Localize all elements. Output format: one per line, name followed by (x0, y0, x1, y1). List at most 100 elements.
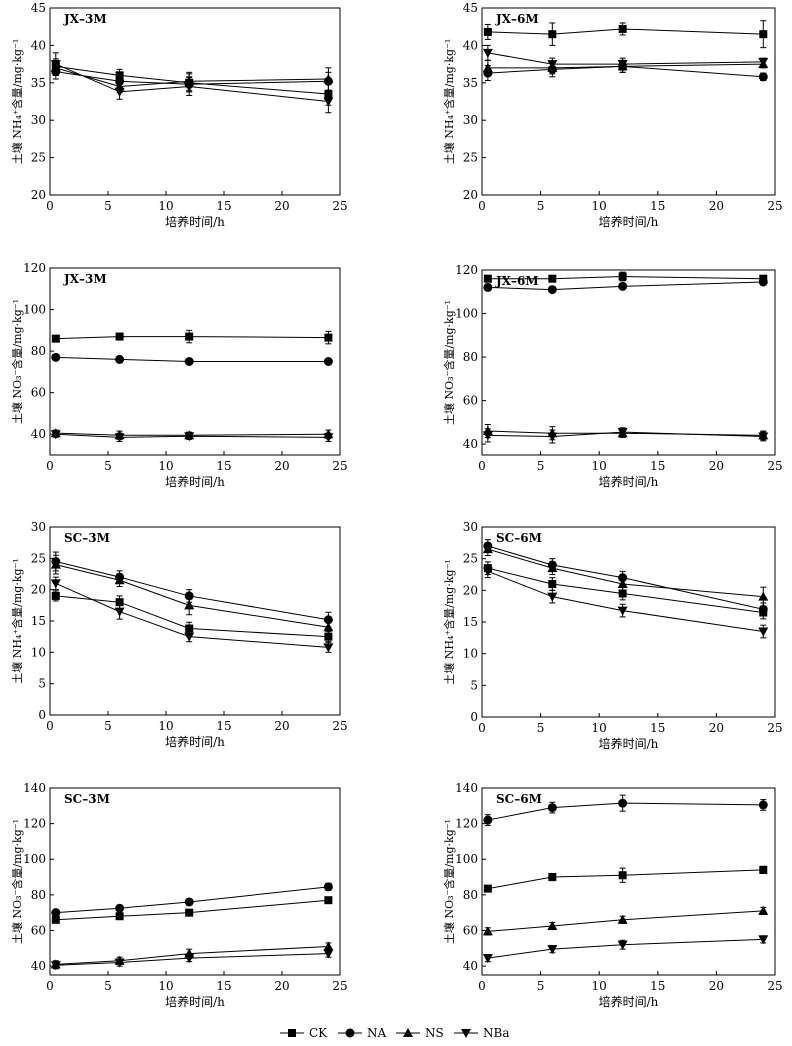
x-tick-label: 20 (274, 979, 289, 993)
series-line (55, 560, 329, 621)
series-ck (51, 329, 333, 345)
x-tick-label: 20 (709, 979, 724, 993)
chart-title: SC–3M (64, 531, 110, 545)
x-tick-label: 20 (709, 721, 724, 735)
series-ck (51, 896, 333, 924)
data-point (618, 24, 627, 33)
y-tick-label: 100 (455, 307, 478, 321)
data-point (323, 433, 334, 443)
data-point (482, 431, 493, 441)
series-line (487, 548, 764, 598)
plot-frame (49, 787, 341, 976)
x-tick-label: 20 (274, 719, 289, 733)
data-point (758, 604, 768, 614)
series-line (487, 276, 764, 280)
y-axis-label: 土壤 NO₃⁻含量/mg·kg⁻¹ (442, 819, 456, 944)
series-line (487, 570, 764, 632)
data-point (618, 281, 628, 291)
x-tick-label: 20 (709, 199, 724, 213)
data-point (483, 27, 492, 36)
chart-panel: 0 5 10 15 20 25 40 60 80 100 120 JX–3M 培养时间/h 土壤 NO₃⁻… (10, 261, 348, 489)
y-axis-label: 土壤 NH₄⁺含量/mg·kg⁻¹ (10, 39, 24, 165)
series-line (487, 431, 764, 438)
x-tick-label: 15 (650, 721, 665, 735)
series-na (51, 352, 333, 366)
series-nba (50, 949, 334, 971)
series-nba (50, 430, 334, 443)
plot-frame (49, 526, 341, 716)
series-ns (482, 542, 769, 607)
data-point (50, 559, 61, 569)
data-point (51, 915, 60, 924)
data-point (758, 72, 768, 82)
data-point (758, 591, 769, 601)
x-tick-label: 15 (216, 979, 231, 993)
series-line (55, 63, 329, 102)
chart-panel: 0 5 10 15 20 25 20 25 30 35 40 45 JX–6M 培养时间/h 土壤 NH₄⁺… (442, 1, 783, 229)
data-point (323, 615, 333, 625)
series-line (55, 595, 329, 638)
plot-frame (49, 7, 341, 196)
series-line (55, 953, 329, 966)
data-point (758, 905, 769, 915)
data-point (548, 30, 557, 39)
data-point (115, 903, 125, 913)
data-point (758, 800, 768, 810)
data-point (184, 432, 195, 442)
y-axis-label: 土壤 NO₃⁻含量/mg·kg⁻¹ (10, 819, 24, 944)
x-tick-label: 10 (158, 719, 173, 733)
data-point (617, 606, 628, 616)
x-axis-label: 培养时间/h (165, 994, 225, 1009)
data-point (185, 908, 194, 917)
x-axis-label: 培养时间/h (599, 214, 659, 229)
x-tick-label: 10 (592, 199, 607, 213)
series-line (487, 802, 764, 821)
series-line (487, 65, 764, 78)
y-tick-label: 45 (31, 1, 46, 15)
y-axis-label: 土壤 NH₄⁺含量/mg·kg⁻¹ (442, 559, 456, 685)
x-tick-label: 25 (767, 199, 782, 213)
data-point (114, 87, 125, 97)
y-tick-label: 140 (455, 781, 478, 795)
data-point (618, 589, 627, 598)
series-line (55, 564, 329, 628)
y-tick-label: 5 (470, 678, 478, 692)
data-point (483, 282, 493, 292)
plot-frame (481, 7, 776, 196)
data-point (547, 945, 558, 955)
data-point (184, 897, 194, 907)
x-axis-label: 培养时间/h (599, 994, 659, 1009)
x-tick-label: 0 (478, 721, 486, 735)
data-point (50, 961, 61, 971)
chart-panel: 0 5 10 15 20 25 40 60 80 100 120 140 SC–6M 培养时间/h 土壤 N… (442, 781, 783, 1009)
data-point (617, 579, 628, 588)
x-tick-label: 0 (478, 979, 486, 993)
data-point (323, 622, 334, 632)
x-axis-label: 培养时间/h (165, 214, 225, 229)
x-tick-label: 25 (332, 719, 347, 733)
y-tick-label: 45 (463, 1, 478, 15)
data-point (184, 357, 194, 366)
x-tick-label: 0 (46, 719, 54, 733)
data-point (185, 332, 194, 341)
data-point (758, 432, 769, 442)
data-point (617, 60, 628, 70)
series-ns (50, 554, 334, 635)
data-point (547, 60, 558, 70)
y-tick-label: 25 (31, 551, 46, 565)
chart-title: SC–3M (64, 792, 110, 806)
y-tick-label: 120 (455, 263, 478, 277)
y-tick-label: 40 (31, 427, 46, 441)
series-ck (51, 590, 333, 643)
x-tick-label: 0 (46, 459, 54, 473)
data-point (323, 97, 334, 107)
data-point (324, 333, 333, 342)
y-tick-label: 120 (23, 261, 46, 275)
y-tick-label: 80 (463, 350, 478, 364)
data-point (547, 592, 558, 602)
chart-title: JX–3M (63, 272, 107, 286)
x-tick-label: 5 (537, 979, 545, 993)
data-point (50, 430, 61, 440)
x-tick-label: 5 (537, 459, 545, 473)
